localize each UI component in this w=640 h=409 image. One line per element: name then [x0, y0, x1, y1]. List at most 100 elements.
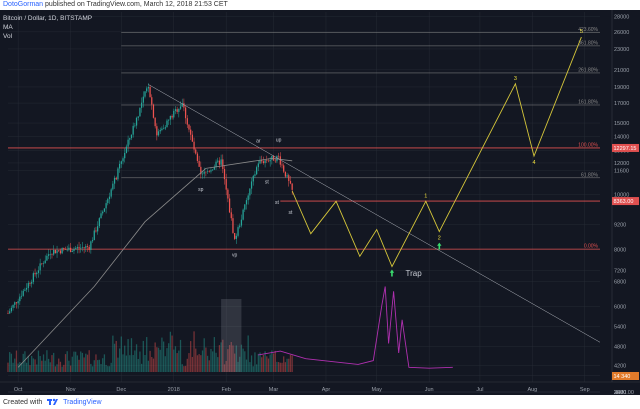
- candle: [66, 249, 68, 251]
- volume-bar: [139, 351, 141, 372]
- volume-bar: [59, 361, 62, 372]
- candle: [51, 254, 53, 255]
- x-tick-label: Dec: [116, 387, 126, 393]
- candle: [240, 219, 243, 226]
- volume-bar: [166, 348, 168, 372]
- candle: [183, 103, 185, 108]
- tradingview-link[interactable]: TradingView: [63, 399, 102, 406]
- candle: [83, 247, 85, 248]
- candle: [10, 307, 13, 312]
- candle: [24, 289, 26, 291]
- x-tick-label: May: [372, 387, 383, 393]
- price-marker: [612, 143, 639, 152]
- volume-bar: [31, 355, 33, 372]
- candle: [284, 171, 287, 177]
- volume-bar: [213, 337, 215, 372]
- y-tick-label: 3200: [614, 390, 626, 395]
- candle: [217, 160, 219, 162]
- x-tick-label: Jul: [476, 387, 483, 393]
- forecast-volume-line: [258, 286, 453, 369]
- volume-bar: [168, 343, 170, 372]
- candle: [115, 177, 117, 180]
- volume-bar: [269, 354, 271, 372]
- y-tick-label: 11600: [614, 169, 629, 175]
- volume-bar: [134, 350, 136, 372]
- candle: [34, 273, 36, 275]
- volume-bar: [195, 348, 197, 372]
- volume-bar: [146, 337, 148, 372]
- volume-bar: [47, 358, 50, 372]
- volume-bar: [217, 357, 219, 372]
- volume-bar: [176, 353, 178, 372]
- volume-bar: [247, 335, 249, 372]
- volume-bar: [68, 360, 70, 372]
- candle: [250, 181, 253, 189]
- volume-bar: [25, 362, 28, 372]
- volume-bar: [162, 341, 165, 372]
- candle: [249, 188, 251, 196]
- candle: [127, 139, 129, 147]
- pattern-label: st: [275, 200, 280, 206]
- volume-bar: [130, 338, 133, 372]
- trend-line: [148, 84, 601, 343]
- volume-bar: [234, 353, 236, 372]
- volume-bar: [240, 344, 243, 372]
- candle: [271, 155, 273, 160]
- volume-bar: [85, 353, 87, 372]
- volume-bar: [64, 354, 67, 372]
- candle: [20, 295, 23, 297]
- volume-bar: [173, 349, 175, 372]
- x-tick-label: Sep: [580, 387, 590, 393]
- volume-bar: [147, 360, 150, 372]
- volume-bar: [184, 365, 187, 372]
- volume-bar: [54, 366, 56, 372]
- candle: [190, 129, 192, 135]
- candle: [103, 208, 106, 212]
- volume-bar: [19, 362, 21, 372]
- volume-bar: [276, 361, 278, 372]
- candle: [80, 247, 82, 249]
- volume-bar: [271, 350, 273, 372]
- volume-bar: [181, 364, 183, 372]
- volume-bar: [237, 361, 239, 372]
- candle: [63, 248, 65, 249]
- price-chart[interactable]: 423.60% 361.80% 261.80% 161.80% 100.00% 61.80…: [0, 10, 640, 395]
- candle: [41, 263, 43, 265]
- candle: [230, 212, 232, 219]
- volume-bar: [140, 363, 143, 372]
- candle: [206, 171, 209, 173]
- volume-bar: [56, 364, 58, 372]
- volume-bar: [186, 358, 188, 372]
- candle: [68, 247, 70, 250]
- volume-bar: [122, 354, 124, 372]
- candle: [53, 249, 55, 255]
- candle: [124, 152, 126, 159]
- candle: [9, 311, 11, 314]
- volume-bar: [49, 362, 51, 372]
- author-link[interactable]: DotoGorman: [3, 1, 44, 8]
- candle: [88, 246, 90, 250]
- volume-bar: [135, 344, 138, 372]
- volume-bar: [112, 335, 114, 372]
- volume-bar: [286, 358, 288, 372]
- candle: [91, 240, 94, 242]
- volume-bar: [14, 358, 16, 372]
- volume-bar: [227, 349, 229, 372]
- candle: [244, 204, 246, 210]
- volume-bar: [179, 339, 182, 372]
- fib-level-label: 161.80%: [578, 99, 598, 105]
- y-tick-label: 7200: [614, 268, 626, 274]
- candle: [220, 159, 222, 165]
- candle: [210, 170, 212, 172]
- volume-bar: [289, 354, 292, 372]
- candle: [39, 263, 41, 271]
- candle: [31, 281, 33, 284]
- y-tick-label: 2600: [614, 390, 626, 395]
- chart-area[interactable]: 423.60% 361.80% 261.80% 161.80% 100.00% 61.80…: [0, 10, 640, 395]
- candle: [184, 107, 187, 119]
- x-tick-label: Aug: [527, 387, 537, 393]
- candle: [254, 174, 256, 176]
- candle: [110, 189, 112, 197]
- candle: [151, 97, 153, 105]
- candle: [176, 109, 178, 112]
